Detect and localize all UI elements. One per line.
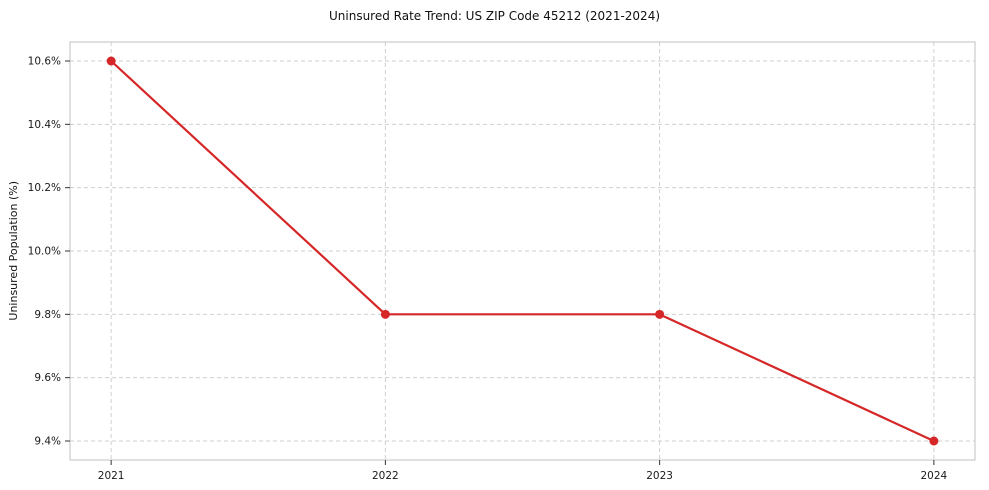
- data-point: [929, 436, 939, 446]
- x-tick-label: 2023: [646, 470, 673, 482]
- x-tick-label: 2021: [98, 470, 125, 482]
- data-point: [106, 56, 116, 66]
- y-tick-label: 10.4%: [28, 119, 61, 131]
- y-tick-label: 10.6%: [28, 56, 61, 68]
- trend-line: [110, 59, 935, 443]
- y-tick-label: 9.6%: [34, 372, 61, 384]
- y-tick-label: 9.4%: [34, 436, 61, 448]
- y-tick-label: 10.0%: [28, 246, 61, 258]
- data-point: [655, 309, 665, 319]
- data-point: [380, 309, 390, 319]
- chart-title: Uninsured Rate Trend: US ZIP Code 45212 …: [328, 9, 661, 23]
- x-tick-label: 2024: [920, 470, 947, 482]
- y-tick-label: 10.2%: [28, 182, 61, 194]
- y-tick-label: 9.8%: [34, 309, 61, 321]
- x-tick-label: 2022: [372, 470, 399, 482]
